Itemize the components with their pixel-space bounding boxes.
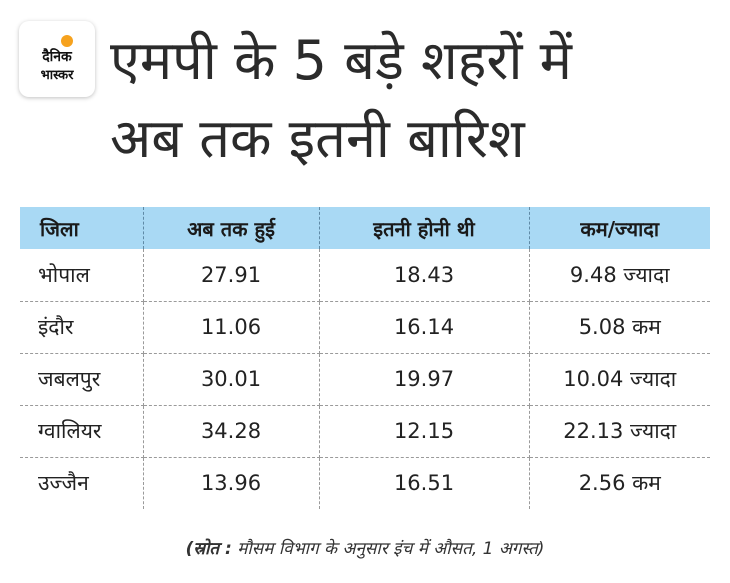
cell-district: उज्जैन (20, 457, 144, 509)
header-district: जिला (20, 207, 144, 249)
cell-expected: 18.43 (319, 249, 530, 302)
table-row: उज्जैन 13.96 16.51 2.56 कम (20, 457, 710, 509)
cell-district: ग्वालियर (20, 405, 144, 458)
source-label: (स्रोत : (185, 539, 232, 559)
cell-district: भोपाल (20, 249, 144, 302)
logo-text-line1: दैनिक (42, 49, 72, 65)
source-text: मौसम विभाग के अनुसार इंच में औसत, 1 अगस्… (231, 539, 545, 559)
page-title: एमपी के 5 बड़े शहरों में अब तक इतनी बारि… (110, 22, 710, 178)
title-line2: अब तक इतनी बारिश (110, 107, 525, 170)
cell-district: जबलपुर (20, 353, 144, 406)
cell-received: 34.28 (143, 405, 320, 458)
rainfall-table: जिला अब तक हुई इतनी होनी थी कम/ज्यादा भो… (20, 207, 710, 509)
table-row: जबलपुर 30.01 19.97 10.04 ज्यादा (20, 353, 710, 406)
cell-received: 27.91 (143, 249, 320, 302)
header-expected: इतनी होनी थी (319, 207, 530, 249)
cell-received: 30.01 (143, 353, 320, 406)
cell-received: 13.96 (143, 457, 320, 509)
cell-difference: 10.04 ज्यादा (529, 353, 710, 406)
table-header-row: जिला अब तक हुई इतनी होनी थी कम/ज्यादा (20, 207, 710, 249)
table-row: इंदौर 11.06 16.14 5.08 कम (20, 301, 710, 354)
cell-difference: 9.48 ज्यादा (529, 249, 710, 302)
cell-difference: 5.08 कम (529, 301, 710, 354)
cell-expected: 19.97 (319, 353, 530, 406)
logo-text-line2: भास्कर (40, 68, 74, 83)
title-line1: एमपी के 5 बड़े शहरों में (110, 29, 572, 92)
cell-received: 11.06 (143, 301, 320, 354)
cell-district: इंदौर (20, 301, 144, 354)
cell-difference: 22.13 ज्यादा (529, 405, 710, 458)
cell-difference: 2.56 कम (578, 471, 661, 496)
header-difference: कम/ज्यादा (529, 207, 710, 249)
cell-expected: 16.51 (319, 457, 530, 509)
table-row: भोपाल 27.91 18.43 9.48 ज्यादा (20, 249, 710, 302)
source-note: (स्रोत : मौसम विभाग के अनुसार इंच में औस… (0, 536, 730, 559)
sun-icon (61, 35, 73, 47)
cell-expected: 12.15 (319, 405, 530, 458)
header-received: अब तक हुई (143, 207, 320, 249)
table-row: ग्वालियर 34.28 12.15 22.13 ज्यादा (20, 405, 710, 458)
cell-expected: 16.14 (319, 301, 530, 354)
dainik-bhaskar-logo: दैनिक भास्कर (19, 21, 95, 97)
